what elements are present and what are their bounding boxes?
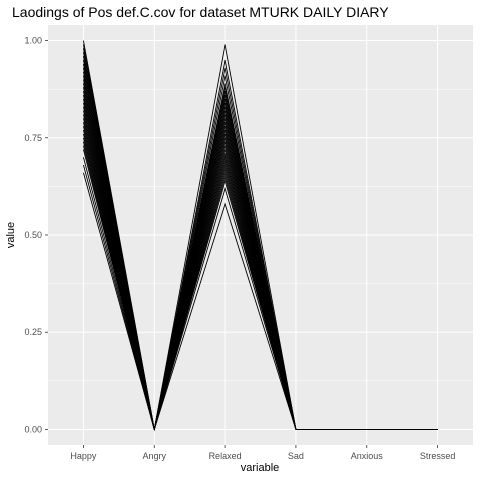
series-lines bbox=[82, 40, 438, 432]
y-tick-label: 0.50 bbox=[24, 230, 42, 240]
y-tick-label: 0.25 bbox=[24, 327, 42, 337]
y-tick-label: 0.75 bbox=[24, 133, 42, 143]
x-tick-label: Relaxed bbox=[209, 451, 242, 461]
y-tick-label: 0.00 bbox=[24, 424, 42, 434]
y-axis: 0.00 0.25 0.50 0.75 1.00 bbox=[24, 36, 48, 434]
y-tick-label: 1.00 bbox=[24, 36, 42, 46]
x-tick-label: Stressed bbox=[420, 451, 456, 461]
x-axis: Happy Angry Relaxed Sad Anxious Stressed bbox=[70, 445, 455, 461]
x-tick-label: Anxious bbox=[351, 451, 384, 461]
chart-title: Laodings of Pos def.C.cov for dataset MT… bbox=[12, 4, 389, 20]
x-tick-label: Sad bbox=[288, 451, 304, 461]
series-line bbox=[82, 172, 438, 432]
grid-minor bbox=[48, 88, 473, 382]
x-tick-label: Angry bbox=[142, 451, 166, 461]
y-axis-title: value bbox=[5, 222, 17, 248]
x-axis-title: variable bbox=[241, 462, 280, 474]
x-tick-label: Happy bbox=[70, 451, 97, 461]
